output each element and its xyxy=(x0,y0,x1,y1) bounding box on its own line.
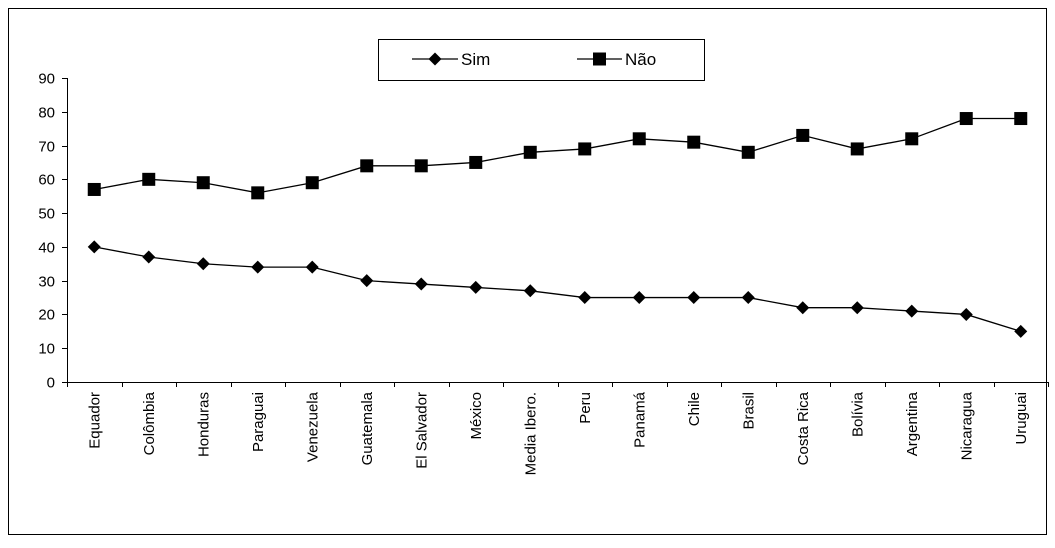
data-point xyxy=(632,291,646,305)
data-point xyxy=(196,176,210,190)
series-group xyxy=(87,112,1028,338)
x-tick-label: Equador xyxy=(86,392,103,449)
x-tick-label: Honduras xyxy=(195,392,212,457)
data-point xyxy=(905,304,919,318)
legend-label: Sim xyxy=(461,50,490,69)
y-tick-label: 70 xyxy=(38,139,55,156)
x-tick-label: Paraguai xyxy=(250,392,267,452)
data-point xyxy=(796,128,810,142)
data-point xyxy=(251,260,265,274)
x-tick-label: México xyxy=(468,392,485,440)
y-tick-label: 0 xyxy=(47,375,55,392)
y-tick-label: 30 xyxy=(38,274,55,291)
data-point xyxy=(87,182,101,196)
x-tick-label: Colômbia xyxy=(141,391,158,455)
x-tick-label: Panamá xyxy=(631,391,648,448)
data-point xyxy=(1014,324,1028,338)
data-point xyxy=(469,280,483,294)
data-point xyxy=(414,159,428,173)
y-axis: 0 10 20 30 40 50 60 70 80 90 xyxy=(38,71,68,392)
legend-item: Não xyxy=(577,50,656,69)
x-tick-label: Venezuela xyxy=(304,391,321,462)
legend-label: Não xyxy=(625,50,656,69)
y-tick-label: 50 xyxy=(38,206,55,223)
legend: Sim Não xyxy=(378,39,705,81)
data-point xyxy=(142,172,156,186)
x-tick-label: Bolívia xyxy=(849,391,866,437)
data-point xyxy=(523,145,537,159)
legend-item: Sim xyxy=(412,50,490,69)
y-tick-label: 10 xyxy=(38,341,55,358)
x-tick-label: Chile xyxy=(686,392,703,426)
y-tick-label: 20 xyxy=(38,307,55,324)
x-axis: Equador Colômbia Honduras Paraguai Venezuela… xyxy=(67,382,1049,475)
x-tick-label: Guatemala xyxy=(359,391,376,465)
x-tick-label: Costa Rica xyxy=(795,391,812,465)
x-tick-label: El Salvador xyxy=(413,392,430,469)
series-line xyxy=(94,117,1021,194)
series-line xyxy=(94,246,1021,332)
data-point xyxy=(251,186,265,200)
data-point xyxy=(414,277,428,291)
data-point xyxy=(578,142,592,156)
data-point xyxy=(687,291,701,305)
data-point xyxy=(850,301,864,315)
data-point xyxy=(905,132,919,146)
series-sim xyxy=(87,240,1028,338)
data-point xyxy=(523,284,537,298)
data-point xyxy=(741,145,755,159)
data-point xyxy=(305,176,319,190)
data-point xyxy=(850,142,864,156)
data-point xyxy=(196,257,210,271)
data-point xyxy=(305,260,319,274)
legend-marker xyxy=(593,52,606,66)
y-tick-label: 90 xyxy=(38,71,55,88)
data-point xyxy=(1014,112,1028,126)
x-tick-label: Argentina xyxy=(904,391,921,456)
data-point xyxy=(959,112,973,126)
data-point xyxy=(360,159,374,173)
data-point xyxy=(360,274,374,288)
y-tick-label: 60 xyxy=(38,172,55,189)
data-point xyxy=(687,135,701,149)
chart-border xyxy=(8,8,1047,535)
data-point xyxy=(959,307,973,321)
data-point xyxy=(796,301,810,315)
data-point xyxy=(741,291,755,305)
data-point xyxy=(87,240,101,254)
data-point xyxy=(578,291,592,305)
y-tick-label: 80 xyxy=(38,105,55,122)
x-tick-label: Media Ibero. xyxy=(522,392,539,475)
x-tick-label: Peru xyxy=(577,392,594,424)
data-point xyxy=(142,250,156,264)
data-point xyxy=(469,155,483,169)
x-tick-label: Brasil xyxy=(740,392,757,430)
y-tick-label: 40 xyxy=(38,240,55,257)
x-tick-label: Nicaragua xyxy=(958,391,975,460)
data-point xyxy=(632,132,646,146)
series-nao xyxy=(87,112,1028,200)
x-tick-label: Uruguai xyxy=(1013,392,1030,445)
legend-marker xyxy=(428,52,442,66)
